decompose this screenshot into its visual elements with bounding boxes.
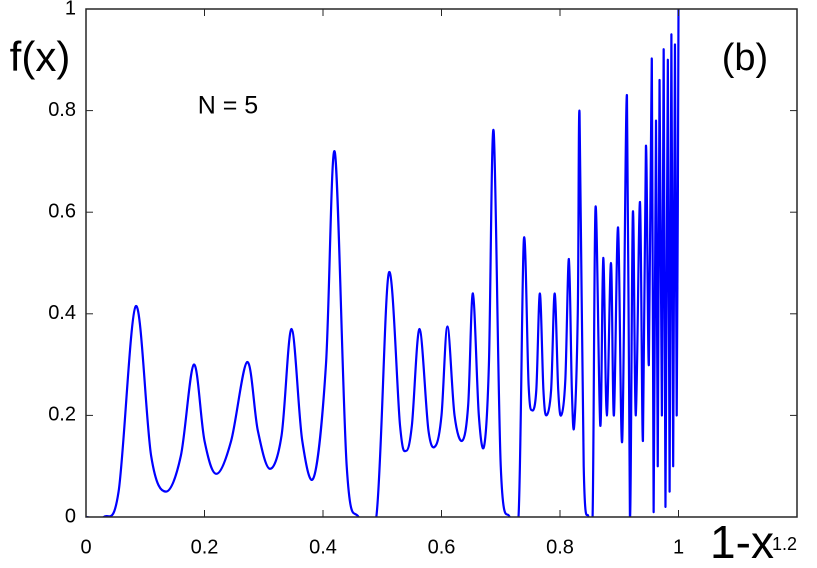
- y-tick-label: 1: [65, 0, 76, 19]
- x-tick-label: 0.6: [428, 536, 456, 558]
- y-tick-label: 0: [65, 505, 76, 527]
- annotation: N = 5: [198, 92, 258, 120]
- y-tick-label: 0.6: [48, 200, 76, 222]
- y-tick-label: 0.2: [48, 404, 76, 426]
- y-tick-label: 0.8: [48, 99, 76, 121]
- x-tick-label: 1: [673, 536, 684, 558]
- x-tick-label: 1.2: [772, 534, 797, 554]
- y-axis-label: f(x): [10, 33, 71, 80]
- plot-area: [86, 9, 680, 517]
- x-axis-label: 1-x: [710, 516, 774, 568]
- panel-label: (b): [722, 37, 768, 79]
- x-tick-label: 0.4: [309, 536, 337, 558]
- x-tick-label: 0.2: [191, 536, 219, 558]
- x-tick-label: 0.8: [546, 536, 574, 558]
- x-tick-label: 0: [80, 536, 91, 558]
- data-line: [86, 9, 680, 517]
- y-tick-label: 0.4: [48, 302, 76, 324]
